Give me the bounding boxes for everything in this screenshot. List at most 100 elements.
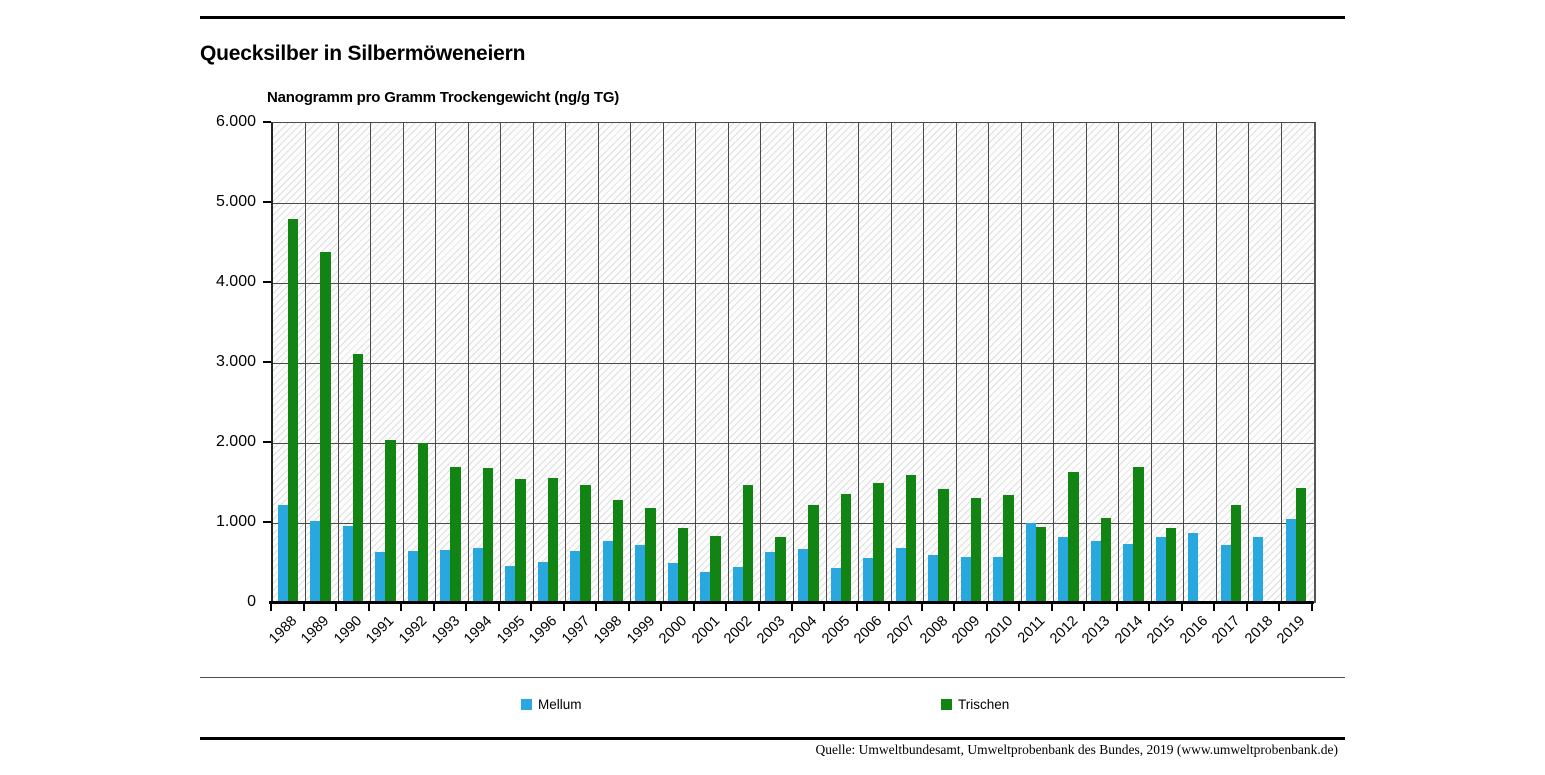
bar-trischen-2001 [710,535,721,603]
bar-trischen-1991 [385,439,396,603]
x-axis-tick [757,604,760,611]
bar-trischen-2002 [742,484,754,603]
v-gridline [793,123,794,603]
x-axis-line [269,601,1314,604]
x-axis-tick [790,604,793,611]
y-axis-tick [263,121,271,123]
v-gridline [858,123,860,603]
bar-mellum-1994 [472,547,483,603]
v-gridline [662,123,664,603]
x-axis-tick [562,604,565,611]
bar-trischen-1993 [450,467,461,603]
trischen-swatch-icon [941,699,952,710]
bar-mellum-2012 [1058,536,1069,603]
x-axis-tick [302,604,305,611]
y-axis-tick [263,521,271,523]
bar-mellum-2006 [863,558,874,603]
bar-trischen-2006 [873,483,884,603]
v-gridline [1280,123,1282,603]
v-gridline [695,123,697,603]
bar-trischen-1989 [320,251,331,603]
bar-trischen-2007 [905,475,917,603]
x-axis-tick [1148,604,1151,611]
bar-mellum-2010 [993,557,1004,603]
v-gridline [1118,123,1120,603]
v-gridline [532,123,534,603]
x-axis-tick [530,604,533,611]
bar-trischen-1990 [352,354,364,603]
y-axis-tick-label: 3.000 [215,353,256,370]
x-axis-tick [270,604,272,611]
bar-mellum-2011 [1025,523,1036,603]
bar-mellum-2008 [928,555,939,603]
bar-trischen-2003 [775,536,786,603]
x-axis-tick [692,604,695,611]
v-gridline [305,123,307,603]
v-gridline [565,123,567,603]
bar-trischen-1998 [612,499,624,603]
v-gridline [500,123,502,603]
x-axis-tick [465,604,468,611]
bar-mellum-2017 [1220,544,1231,603]
bar-mellum-1989 [310,520,321,603]
bar-trischen-2010 [1003,495,1014,603]
y-axis-tick-label: 1.000 [215,513,256,530]
v-gridline [370,123,372,603]
x-axis-tick [432,604,435,611]
y-axis-tick-label: 6.000 [215,113,256,130]
bar-trischen-1999 [645,507,656,603]
x-axis-tick [1115,604,1118,611]
mellum-swatch-icon [521,699,532,710]
y-axis-unit-label: Nanogramm pro Gramm Trockengewicht (ng/g… [267,89,620,106]
x-axis-tick [823,604,826,611]
legend-label-trischen: Trischen [958,697,1010,712]
bar-trischen-2011 [1035,527,1047,603]
x-axis-tick [1213,604,1216,611]
bar-trischen-2009 [970,498,982,603]
v-gridline [1053,123,1055,603]
legend-top-divider [200,677,1345,678]
v-gridline [1150,123,1152,603]
x-axis-tick [367,604,370,611]
bar-trischen-1996 [547,478,559,603]
y-axis-tick-label: 5.000 [215,193,256,210]
v-gridline [1248,123,1250,603]
v-gridline [955,123,957,603]
bar-mellum-1999 [635,544,646,603]
legend-label-mellum: Mellum [538,697,582,712]
bar-trischen-1994 [482,467,494,603]
bar-mellum-2018 [1253,537,1264,603]
x-axis-tick [660,604,663,611]
bar-mellum-1996 [537,562,548,603]
bar-mellum-2019 [1285,519,1296,603]
bar-mellum-1992 [407,551,418,603]
x-axis-tick [1278,604,1281,611]
bar-trischen-2017 [1230,504,1242,603]
source-divider-rule [200,737,1345,740]
bar-mellum-1995 [505,566,516,603]
bar-mellum-2000 [667,563,678,603]
bar-mellum-1991 [375,551,386,603]
bar-trischen-2013 [1100,518,1112,603]
x-axis-tick [985,604,988,611]
bar-trischen-2019 [1295,487,1307,603]
v-gridline [630,123,632,603]
x-axis-tick [1018,604,1021,611]
v-gridline [402,123,404,603]
v-gridline [1020,123,1022,603]
bar-mellum-2004 [798,548,808,603]
bar-trischen-2015 [1165,527,1177,603]
v-gridline [337,123,339,603]
v-gridline [435,123,437,603]
v-gridline [727,123,729,603]
bar-mellum-2016 [1188,532,1199,603]
bar-trischen-2000 [677,527,689,603]
bar-mellum-2002 [732,567,743,603]
bar-mellum-2003 [765,551,776,603]
y-axis-tick [263,441,271,443]
bar-trischen-1992 [417,443,429,603]
bar-mellum-2015 [1155,537,1166,603]
bar-mellum-2013 [1090,541,1101,603]
x-axis-tick [1311,604,1313,611]
